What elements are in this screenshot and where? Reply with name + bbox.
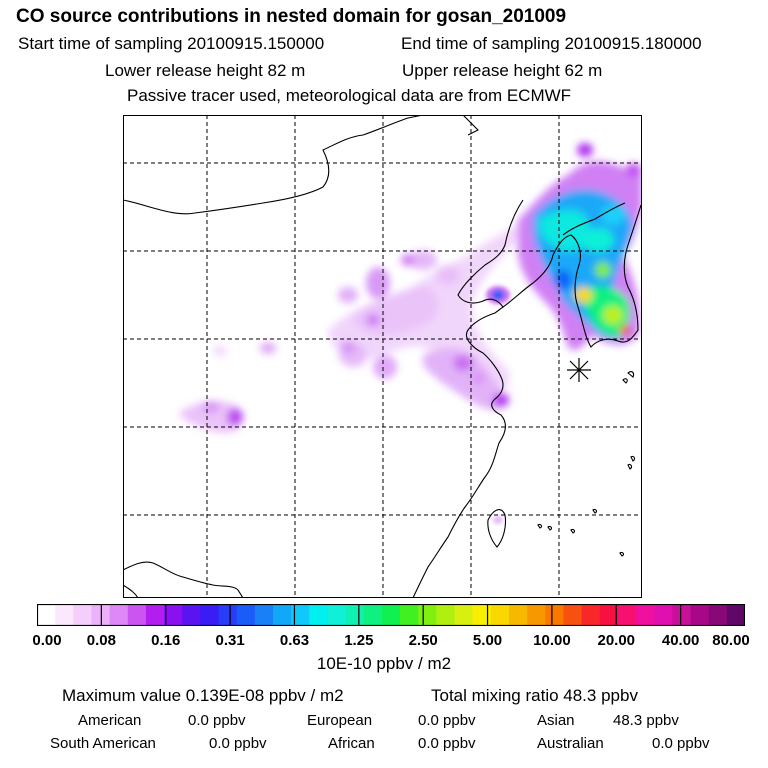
colorbar-frame xyxy=(37,604,745,626)
colorbar-cell xyxy=(273,604,292,626)
colorbar-cell xyxy=(599,604,619,626)
colorbar-dividers xyxy=(100,604,682,626)
source-value: 0.0 ppbv xyxy=(209,735,267,752)
source-value: 0.0 ppbv xyxy=(418,735,476,752)
colorbar-cell xyxy=(472,604,492,626)
source-name: African xyxy=(328,735,375,752)
colorbar-cell xyxy=(527,604,546,626)
colorbar-cell xyxy=(617,604,637,626)
colorbar-tick-label: 0.16 xyxy=(151,632,181,649)
upper-release-label: Upper release height 62 m xyxy=(402,61,603,80)
colorbar-cell xyxy=(672,604,692,626)
colorbar-cell xyxy=(37,604,56,626)
colorbar-cell xyxy=(581,604,601,626)
colorbar-cell xyxy=(236,604,256,626)
source-value: 0.0 ppbv xyxy=(418,712,476,729)
colorbar-cell xyxy=(254,604,274,626)
source-name: Australian xyxy=(537,735,604,752)
colorbar-cell xyxy=(309,604,329,626)
colorbar-cell xyxy=(563,604,583,626)
colorbar-cell xyxy=(345,604,365,626)
colorbar-tick-label: 5.00 xyxy=(472,632,503,649)
total-mixing-label: Total mixing ratio 48.3 ppbv xyxy=(431,686,638,705)
colorbar-cell xyxy=(164,604,183,626)
colorbar-cell xyxy=(636,604,655,626)
colorbar-unit: 10E-10 ppbv / m2 xyxy=(316,654,452,673)
colorbar-tick-label: 2.50 xyxy=(408,632,438,649)
colorbar-cell xyxy=(145,604,165,626)
colorbar-cell xyxy=(454,604,474,626)
colorbar-tick-label: 0.31 xyxy=(215,632,245,649)
small-islands xyxy=(537,371,636,557)
border-mongolia xyxy=(123,115,424,215)
colorbar-cell xyxy=(381,604,401,626)
map-frame xyxy=(123,115,642,598)
grid-lines xyxy=(123,115,642,598)
colorbar-cell xyxy=(363,604,383,626)
lower-release-label: Lower release height 82 m xyxy=(105,61,306,80)
source-name: South American xyxy=(50,735,156,752)
source-name: American xyxy=(78,712,142,729)
concentration-map xyxy=(123,115,642,598)
colorbar-cell xyxy=(690,604,710,626)
colorbar-cell xyxy=(182,604,201,626)
plot-title: CO source contributions in nested domain… xyxy=(16,6,567,27)
max-value-label: Maximum value 0.139E-08 ppbv / m2 xyxy=(62,686,344,705)
south-coastline xyxy=(123,561,244,598)
asterisk-icon xyxy=(567,358,591,382)
colorbar-cell xyxy=(127,604,147,626)
korea-coastline xyxy=(502,204,642,348)
colorbar-cell xyxy=(726,604,745,626)
concentration-field xyxy=(178,143,642,524)
colorbar-tick-label: 40.00 xyxy=(661,632,700,649)
end-time-label: End time of sampling 20100915.180000 xyxy=(401,34,702,53)
tracer-note: Passive tracer used, meteorological data… xyxy=(127,86,572,105)
taiwan-coastline xyxy=(487,509,507,548)
colorbar-tick-label: 1.25 xyxy=(344,632,374,649)
colorbar-tick-label: 80.00 xyxy=(712,632,750,649)
korea-border xyxy=(562,202,626,236)
colorbar-cell xyxy=(327,604,347,626)
colorbar-cell xyxy=(109,604,129,626)
source-value: 0.0 ppbv xyxy=(652,735,710,752)
colorbar-cell xyxy=(218,604,238,626)
colorbar-tick-label: 0.08 xyxy=(86,632,116,649)
source-name: Asian xyxy=(537,712,575,729)
source-name: European xyxy=(307,712,373,729)
start-time-label: Start time of sampling 20100915.150000 xyxy=(18,34,325,53)
colorbar-cell xyxy=(73,604,93,626)
source-value: 0.0 ppbv xyxy=(188,712,246,729)
colorbar xyxy=(37,604,745,626)
colorbar-cell xyxy=(490,604,510,626)
colorbar-cell xyxy=(55,604,74,626)
colorbar-cell xyxy=(200,604,220,626)
colorbar-cell xyxy=(291,604,310,626)
colorbar-tick-label: 0.00 xyxy=(32,632,62,649)
border-north xyxy=(462,115,479,136)
colorbar-cells xyxy=(37,604,745,626)
colorbar-tick-label: 20.00 xyxy=(597,632,636,649)
colorbar-cell xyxy=(418,604,437,626)
colorbar-tick-label: 0.63 xyxy=(279,632,310,649)
colorbar-cell xyxy=(654,604,673,626)
colorbar-cell xyxy=(545,604,565,626)
colorbar-cell xyxy=(708,604,728,626)
colorbar-tick-label: 10.00 xyxy=(533,632,571,649)
source-value: 48.3 ppbv xyxy=(613,712,679,729)
colorbar-cell xyxy=(436,604,456,626)
colorbar-cell xyxy=(400,604,419,626)
southwest-border xyxy=(123,584,139,598)
colorbar-cell xyxy=(509,604,528,626)
